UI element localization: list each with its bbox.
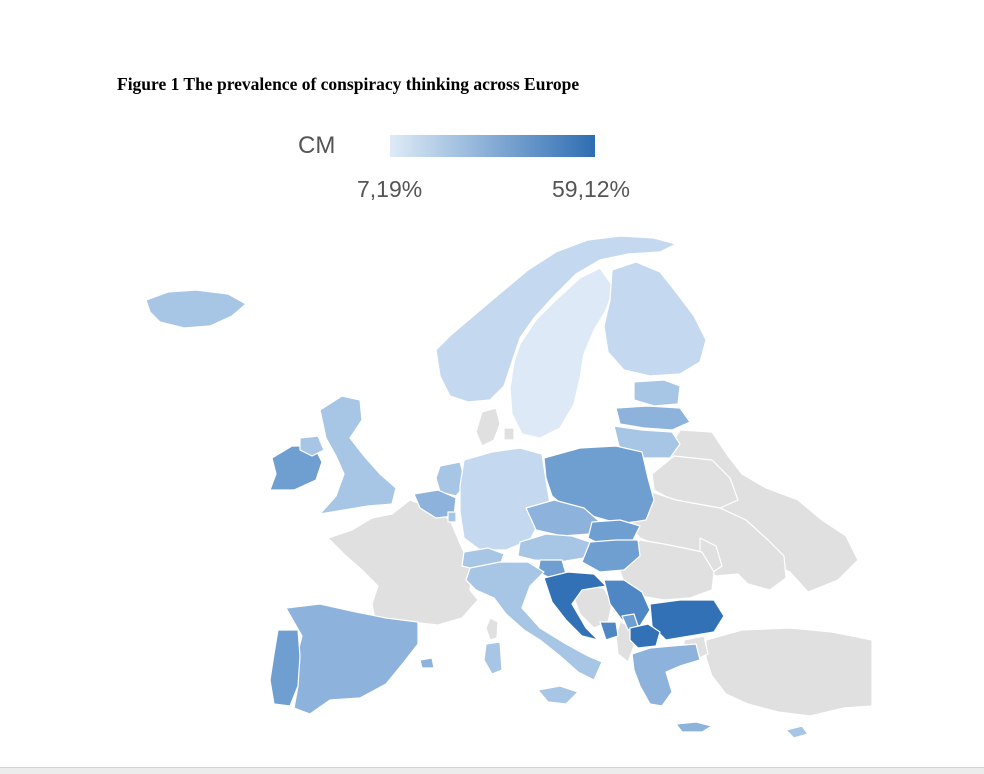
- country-italy: [465, 561, 603, 681]
- country-montenegro: [599, 621, 619, 641]
- country-hungary: [581, 539, 641, 573]
- country-finland: [603, 261, 707, 377]
- country-luxembourg: [447, 511, 457, 523]
- country-uk: [319, 395, 397, 515]
- country-northern-ireland: [299, 435, 325, 457]
- country-balearic: [419, 657, 435, 669]
- country-corsica: [485, 617, 499, 641]
- country-denmark: [475, 407, 501, 447]
- legend-min-label: 7,19%: [357, 176, 423, 202]
- legend-label: CM: [298, 132, 336, 159]
- country-cyprus: [785, 725, 809, 739]
- bottom-divider: [0, 767, 984, 774]
- country-croatia: [543, 571, 607, 641]
- country-turkey: [705, 627, 873, 717]
- country-germany: [459, 447, 551, 551]
- country-sweden: [509, 267, 615, 439]
- country-spain: [285, 603, 419, 715]
- country-north-macedonia: [629, 623, 661, 649]
- legend-max-label: 59,12%: [552, 176, 631, 202]
- data-countries: [145, 235, 809, 739]
- country-estonia: [633, 379, 681, 407]
- country-greece: [631, 643, 701, 707]
- legend-color-bar: [390, 135, 595, 157]
- country-crete: [675, 721, 713, 733]
- country-bulgaria: [649, 599, 725, 641]
- country-norway: [435, 235, 677, 403]
- figure-title: Figure 1 The prevalence of conspiracy th…: [117, 74, 580, 94]
- country-netherlands: [435, 461, 467, 497]
- country-ireland: [269, 445, 323, 491]
- country-serbia: [603, 579, 651, 627]
- country-denmark-isles: [503, 427, 515, 441]
- country-latvia: [615, 405, 691, 431]
- no-data-countries: [327, 407, 873, 717]
- country-iceland: [145, 289, 247, 329]
- country-sicily: [537, 685, 579, 705]
- country-portugal: [269, 629, 301, 707]
- country-sardinia: [483, 641, 503, 675]
